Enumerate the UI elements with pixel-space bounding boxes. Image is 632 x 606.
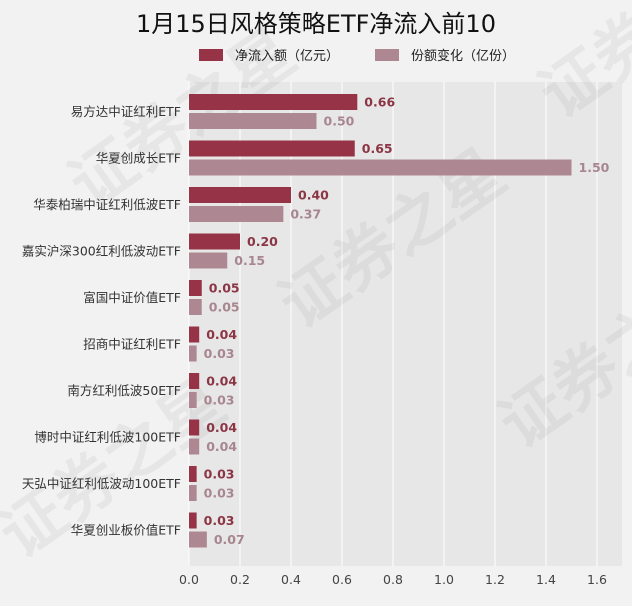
bar-net-inflow [189, 94, 358, 110]
category-label: 富国中证价值ETF [83, 290, 181, 305]
data-label: 0.04 [206, 374, 237, 389]
bars: 0.66 0.50 0.65 1.50 0.40 0.37 0.20 0.15 0.05 0.05… [189, 94, 610, 548]
bar-share-change [189, 113, 317, 129]
bar-share-change [189, 438, 200, 455]
data-label: 0.15 [234, 253, 265, 268]
category-label: 华夏创业板价值ETF [71, 523, 181, 538]
category-label: 华泰柏瑞中证红利低波ETF [33, 197, 181, 212]
x-tick-label: 0.4 [281, 572, 301, 587]
bar-net-inflow [189, 233, 240, 250]
data-label: 0.04 [206, 439, 237, 454]
category-labels: 易方达中证红利ETF 华夏创成长ETF 华泰柏瑞中证红利低波ETF 嘉实沪深300红利… [22, 104, 181, 538]
bar-net-inflow [189, 140, 355, 157]
x-tick-label: 1.6 [587, 572, 607, 587]
bar-share-change [189, 159, 572, 176]
bar-net-inflow [189, 187, 291, 203]
category-label: 易方达中证红利ETF [71, 104, 181, 119]
bar-net-inflow [189, 373, 200, 389]
legend-label: 份额变化（亿份） [411, 48, 515, 64]
data-label: 0.05 [209, 300, 240, 315]
bar-net-inflow [189, 512, 197, 529]
bar-share-change [189, 531, 207, 548]
data-label: 0.07 [214, 532, 245, 547]
bar-net-inflow [189, 419, 200, 436]
bar-net-inflow [189, 326, 200, 343]
bar-net-inflow [189, 280, 202, 296]
data-label: 0.37 [290, 207, 321, 222]
data-label: 0.05 [209, 281, 240, 296]
bar-share-change [189, 299, 202, 315]
data-label: 0.66 [364, 95, 395, 110]
data-label: 0.40 [298, 188, 329, 203]
legend-swatch [375, 49, 399, 61]
data-label: 0.50 [324, 114, 355, 129]
category-label: 招商中证红利ETF [83, 337, 181, 352]
category-label: 华夏创成长ETF [96, 151, 181, 166]
x-tick-label: 1.4 [536, 572, 556, 587]
bar-share-change [189, 485, 197, 501]
legend-swatch [199, 49, 223, 61]
data-label: 0.03 [204, 346, 235, 361]
x-tick-label: 0.6 [332, 572, 352, 587]
category-label: 天弘中证红利低波动100ETF [22, 476, 181, 491]
bar-share-change [189, 392, 197, 408]
data-label: 1.50 [579, 160, 610, 175]
data-label: 0.03 [204, 393, 235, 408]
bar-share-change [189, 206, 284, 222]
x-tick-label: 0.8 [383, 572, 403, 587]
bar-share-change [189, 345, 197, 362]
data-label: 0.03 [204, 467, 235, 482]
x-tick-label: 0.0 [179, 572, 199, 587]
category-label: 嘉实沪深300红利低波动ETF [22, 244, 181, 259]
x-tick-label: 1.2 [485, 572, 505, 587]
bar-share-change [189, 252, 228, 269]
category-label: 南方红利低波50ETF [67, 383, 181, 398]
data-label: 0.04 [206, 420, 237, 435]
legend-label: 净流入额（亿元） [235, 49, 339, 64]
legend: 净流入额（亿元） 份额变化（亿份） [199, 48, 515, 64]
category-label: 博时中证红利低波100ETF [34, 430, 181, 445]
x-tick-label: 0.2 [230, 572, 250, 587]
data-label: 0.03 [204, 486, 235, 501]
data-label: 0.03 [204, 513, 235, 528]
data-label: 0.20 [247, 234, 278, 249]
data-label: 0.04 [206, 327, 237, 342]
bar-net-inflow [189, 466, 197, 482]
x-tick-label: 1.0 [434, 572, 454, 587]
data-label: 0.65 [362, 141, 393, 156]
chart-title: 1月15日风格策略ETF净流入前10 [136, 10, 496, 38]
x-axis-ticks: 0.0 0.2 0.4 0.6 0.8 1.0 1.2 1.4 1.6 [179, 572, 607, 587]
